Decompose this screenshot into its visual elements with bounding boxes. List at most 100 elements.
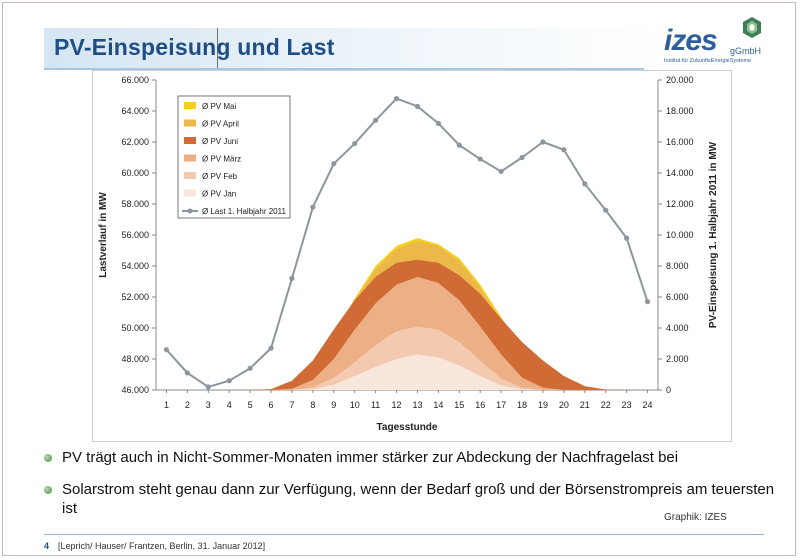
legend-label: Ø PV Juni <box>202 137 238 146</box>
legend-box <box>177 95 291 219</box>
header-band <box>44 28 664 68</box>
load-line-point <box>352 140 358 147</box>
x-tick-label: 13 <box>412 400 422 410</box>
x-tick-label: 2 <box>185 400 190 410</box>
load-line-point <box>310 204 316 210</box>
legend-swatch <box>184 102 196 109</box>
load-line-point <box>393 96 400 102</box>
bullet-icon <box>44 486 52 494</box>
header-divider <box>217 28 218 68</box>
graphic-credit: Graphik: IZES <box>664 512 727 523</box>
logo-subtitle: Institut für ZukunftsEnergieSysteme <box>664 58 752 64</box>
legend-label: Ø PV Jan <box>202 190 236 199</box>
right-tick-label: 14.000 <box>666 168 694 178</box>
load-line-point <box>561 147 567 153</box>
x-tick-label: 18 <box>517 400 527 410</box>
load-line-point <box>477 156 483 162</box>
left-tick-label: 48.000 <box>121 354 149 364</box>
x-tick-label: 14 <box>433 400 443 410</box>
bullet-item: Solarstrom steht genau dann zur Verfügun… <box>42 480 782 518</box>
right-tick-label: 2.000 <box>666 354 689 364</box>
load-line-series <box>165 97 649 388</box>
x-tick-label: 19 <box>538 400 548 410</box>
legend-label: Ø Last 1. Halbjahr 2011 <box>202 207 286 216</box>
x-tick-label: 10 <box>350 400 360 410</box>
load-line-point <box>184 370 190 376</box>
x-tick-label: 17 <box>496 400 506 410</box>
bullet-icon <box>44 454 52 462</box>
x-tick-label: 1 <box>164 400 169 410</box>
legend-label: Ø PV März <box>202 155 241 164</box>
left-axis-label: Lastverlauf in MW <box>98 192 109 278</box>
pv-area-series <box>166 354 648 390</box>
bullet-text: PV trägt auch in Nicht-Sommer-Monaten im… <box>62 449 679 466</box>
load-line-point <box>582 181 588 187</box>
pv-load-chart: 46.00048.00050.00052.00054.00056.00058.0… <box>92 70 732 442</box>
left-tick-label: 58.000 <box>121 199 149 209</box>
left-tick-label: 46.000 <box>121 385 149 395</box>
load-line-point <box>644 299 651 305</box>
right-tick-label: 10.000 <box>666 230 694 240</box>
left-tick-label: 56.000 <box>121 230 149 240</box>
left-tick-label: 52.000 <box>121 292 149 302</box>
bullet-item: PV trägt auch in Nicht-Sommer-Monaten im… <box>42 448 782 467</box>
chart-container: 46.000 48.000 50.000 52.000 54.000 56.000 58.0… <box>92 70 732 442</box>
left-tick-label: 66.000 <box>121 75 149 85</box>
izes-logo: izes gGmbH Institut für ZukunftsEnergieS… <box>664 16 784 66</box>
load-line-point <box>519 154 525 161</box>
x-tick-label: 4 <box>227 400 232 410</box>
load-line-point <box>247 365 253 371</box>
legend-label: Ø PV April <box>202 120 239 129</box>
legend-line-marker <box>187 208 193 214</box>
right-tick-label: 6.000 <box>666 292 689 302</box>
load-line-point <box>498 168 504 175</box>
load-line-point <box>456 142 462 148</box>
x-tick-label: 6 <box>269 400 274 410</box>
bullet-text: Solarstrom steht genau dann zur Verfügun… <box>62 481 775 517</box>
legend-swatch <box>184 172 196 179</box>
x-tick-label: 5 <box>248 400 253 410</box>
x-tick-label: 3 <box>206 400 211 410</box>
page-number: 4 <box>44 541 50 551</box>
load-line-point <box>435 120 441 126</box>
left-tick-label: 62.000 <box>121 137 149 147</box>
load-line-point <box>373 117 379 123</box>
left-tick-label: 64.000 <box>121 106 149 116</box>
load-line-point <box>268 345 274 351</box>
logo-suffix: gGmbH <box>730 46 762 56</box>
load-line-point <box>289 275 295 281</box>
x-tick-label: 23 <box>622 400 632 410</box>
legend-label: Ø PV Mai <box>202 102 236 111</box>
x-tick-label: 11 <box>371 400 380 410</box>
legend-label: Ø PV Feb <box>202 172 238 181</box>
legend-swatch <box>184 154 196 162</box>
right-tick-label: 18.000 <box>666 106 694 116</box>
legend-swatch <box>184 137 196 144</box>
x-axis-label: Tagesstunde <box>377 422 438 433</box>
footer-citation: [Leprich/ Hauser/ Frantzen, Berlin, 31. … <box>58 541 266 551</box>
load-line-point <box>226 378 232 384</box>
x-tick-label: 21 <box>580 400 590 410</box>
x-tick-label: 9 <box>331 400 336 410</box>
hexagon-logo-icon <box>743 17 761 38</box>
legend-swatch <box>184 119 196 127</box>
header-rule <box>44 68 644 70</box>
right-tick-label: 8.000 <box>666 261 689 271</box>
x-tick-label: 8 <box>310 400 315 410</box>
load-line-point <box>603 207 609 213</box>
load-line-point <box>624 235 630 241</box>
left-tick-label: 60.000 <box>121 168 149 178</box>
left-tick-label: 50.000 <box>121 323 149 333</box>
right-tick-label: 4.000 <box>666 323 689 333</box>
slide-title: PV-Einspeisung und Last <box>54 34 335 60</box>
right-tick-label: 16.000 <box>666 137 694 147</box>
bullet-list: PV trägt auch in Nicht-Sommer-Monaten im… <box>42 448 782 531</box>
x-tick-label: 15 <box>454 400 464 410</box>
footer-rule <box>44 534 764 535</box>
load-line-point <box>414 103 421 109</box>
logo-name: izes <box>664 24 718 57</box>
legend-swatch <box>184 189 196 197</box>
right-tick-label: 12.000 <box>666 199 694 209</box>
right-axis-label: PV-Einspeisung 1. Halbjahr 2011 in MW <box>708 141 719 328</box>
